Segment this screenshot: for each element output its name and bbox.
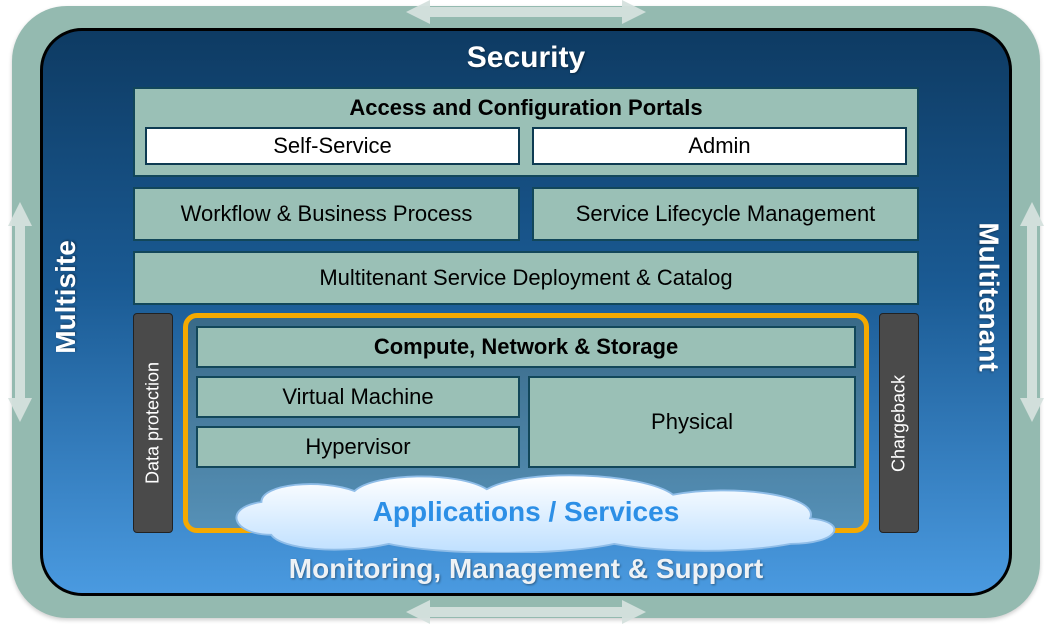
portal-admin: Admin	[532, 127, 907, 165]
arrow-bottom	[406, 600, 646, 624]
title-security: Security	[43, 41, 1009, 75]
cloud-apps-services: Applications / Services	[183, 471, 869, 553]
upper-stack: Access and Configuration Portals Self-Se…	[133, 87, 919, 315]
portals-title: Access and Configuration Portals	[145, 95, 907, 121]
apps-services-label: Applications / Services	[373, 496, 680, 528]
arrow-left	[8, 202, 32, 422]
arrow-right	[1020, 202, 1044, 422]
portals-panel: Access and Configuration Portals Self-Se…	[133, 87, 919, 177]
outer-frame: Security Multisite Multitenant Access an…	[12, 6, 1040, 618]
arrow-top	[406, 0, 646, 24]
title-multitenant: Multitenant	[972, 222, 1004, 371]
box-physical: Physical	[528, 376, 856, 468]
pill-data-protection: Data protection	[133, 313, 173, 533]
pill-chargeback: Chargeback	[879, 313, 919, 533]
cns-title: Compute, Network & Storage	[196, 326, 856, 368]
inner-frame: Security Multisite Multitenant Access an…	[40, 28, 1012, 596]
box-catalog: Multitenant Service Deployment & Catalog	[133, 251, 919, 305]
portal-self-service: Self-Service	[145, 127, 520, 165]
title-multisite: Multisite	[50, 240, 82, 354]
box-lifecycle: Service Lifecycle Management	[532, 187, 919, 241]
box-workflow: Workflow & Business Process	[133, 187, 520, 241]
box-hypervisor: Hypervisor	[196, 426, 520, 468]
box-vm: Virtual Machine	[196, 376, 520, 418]
title-monitoring: Monitoring, Management & Support	[43, 553, 1009, 585]
